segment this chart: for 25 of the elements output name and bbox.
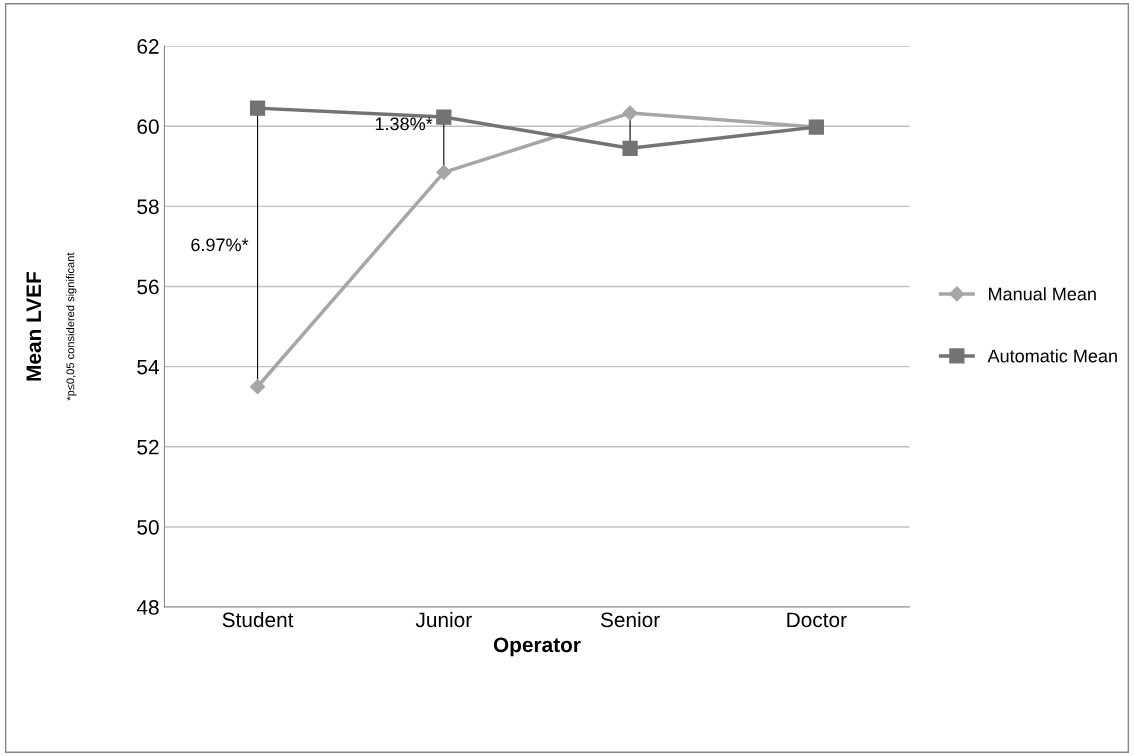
y-tick-label: 54	[137, 359, 159, 375]
point	[249, 100, 266, 116]
annotation: 6.97%*	[191, 238, 249, 252]
legend-label: Automatic Mean	[987, 349, 1117, 363]
point	[249, 379, 266, 395]
point	[622, 140, 638, 156]
text: *p≤0,05 considered significant	[66, 252, 77, 401]
legend-label: Manual Mean	[989, 287, 1096, 301]
x-tick-label: Doctor	[787, 612, 847, 628]
x-tick-label: Student	[222, 611, 294, 628]
x-axis-title: Operator	[493, 637, 581, 657]
y-tick-label: 52	[137, 439, 159, 455]
point	[436, 164, 452, 180]
y-axis-title: Mean LVEF	[26, 271, 42, 381]
y-tick-label: 48	[136, 600, 159, 615]
y-tick-label: 60	[137, 119, 159, 135]
y-tick-label: 56	[137, 279, 159, 295]
y-tick-label: 50	[137, 519, 159, 535]
y-tick-label: 62	[137, 39, 159, 54]
point	[436, 109, 452, 125]
y-tick-label: 58	[137, 199, 159, 215]
x-tick-label: Junior	[415, 611, 472, 628]
point	[622, 105, 638, 121]
x-tick-label: Senior	[600, 611, 660, 628]
annotation: 1.38%*	[375, 117, 433, 131]
